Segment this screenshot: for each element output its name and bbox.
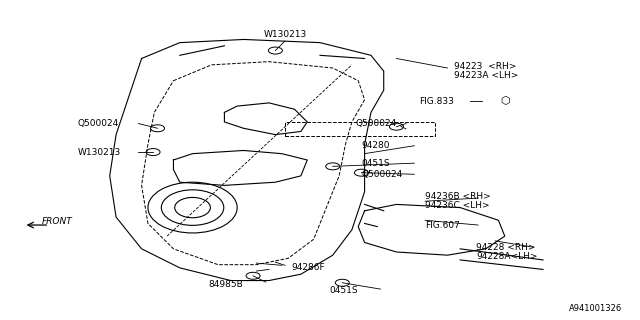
Text: FRONT: FRONT (42, 217, 73, 226)
Text: 94228A<LH>: 94228A<LH> (476, 252, 538, 261)
Text: FIG.607: FIG.607 (425, 220, 460, 229)
Text: 94228 <RH>: 94228 <RH> (476, 243, 536, 252)
Text: FIG.833: FIG.833 (419, 97, 454, 106)
Text: 0451S: 0451S (362, 159, 390, 168)
Text: ⬡: ⬡ (500, 96, 509, 106)
Text: W130213: W130213 (263, 30, 307, 39)
Text: 84985B: 84985B (209, 280, 243, 289)
Text: 94236B <RH>: 94236B <RH> (425, 192, 491, 201)
Text: 94223A <LH>: 94223A <LH> (454, 71, 518, 80)
Text: 94223  <RH>: 94223 <RH> (454, 62, 516, 71)
Text: A941001326: A941001326 (570, 304, 623, 313)
Text: Q500024: Q500024 (362, 170, 403, 179)
Bar (285, 122, 435, 136)
Text: W130213: W130213 (78, 148, 121, 156)
Text: Q500024: Q500024 (355, 119, 396, 128)
Text: 94280: 94280 (362, 141, 390, 150)
Text: 0451S: 0451S (330, 286, 358, 295)
Text: 94286F: 94286F (291, 263, 325, 272)
Text: 94236C <LH>: 94236C <LH> (425, 202, 490, 211)
Text: Q500024: Q500024 (78, 119, 119, 128)
